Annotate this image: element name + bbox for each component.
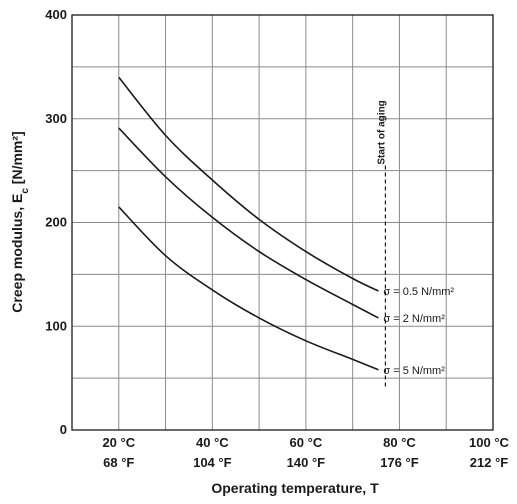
x-tick-label-fahrenheit: 140 °F	[287, 455, 326, 470]
x-tick-label-fahrenheit: 212 °F	[470, 455, 509, 470]
series-line-3	[118, 206, 379, 371]
x-tick-label-fahrenheit: 68 °F	[103, 455, 134, 470]
series-label: σ = 5 N/mm²	[383, 365, 445, 377]
x-tick-label-fahrenheit: 104 °F	[193, 455, 232, 470]
aging-marker-label: Start of aging	[376, 100, 387, 164]
y-tick-label: 200	[45, 215, 67, 230]
tick-labels: 0 100 200 300 400 20 °C 68 °F 40 °C 104 °F 60 °C 1…	[45, 7, 509, 470]
x-tick-label-celsius: 80 °C	[383, 435, 416, 450]
x-tick-label-celsius: 60 °C	[290, 435, 323, 450]
aging-marker: Start of aging	[376, 100, 387, 389]
series-line-1	[118, 76, 379, 292]
series-line-2	[118, 127, 379, 319]
plot-frame	[71, 14, 494, 431]
series-lines: σ = 0.5 N/mm² σ = 2 N/mm² σ = 5 N/mm²	[118, 76, 454, 377]
x-tick-label-celsius: 100 °C	[469, 435, 510, 450]
y-axis-label: Creep modulus, Ec [N/mm²]	[9, 131, 31, 312]
x-axis-label: Operating temperature, T	[211, 480, 379, 496]
x-tick-label-celsius: 40 °C	[196, 435, 229, 450]
series-label: σ = 2 N/mm²	[383, 313, 445, 325]
y-tick-label: 100	[45, 318, 67, 333]
x-tick-label-celsius: 20 °C	[102, 435, 135, 450]
x-tick-label-fahrenheit: 176 °F	[380, 455, 419, 470]
y-tick-label: 400	[45, 7, 67, 22]
y-tick-label: 0	[60, 422, 67, 437]
y-tick-label: 300	[45, 111, 67, 126]
series-label: σ = 0.5 N/mm²	[383, 286, 454, 298]
